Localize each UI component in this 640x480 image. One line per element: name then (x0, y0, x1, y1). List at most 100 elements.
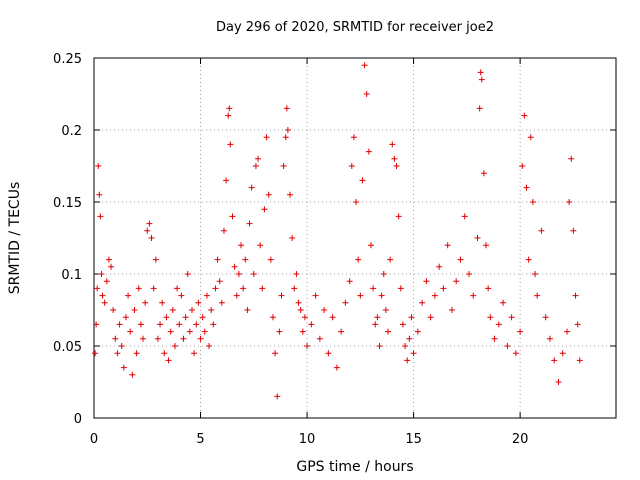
data-point (387, 256, 394, 263)
data-point (159, 299, 166, 306)
data-point (527, 134, 534, 141)
data-point (504, 343, 511, 349)
x-tick-label: 20 (512, 432, 529, 447)
data-point (152, 256, 159, 263)
data-point (538, 227, 545, 234)
data-point (534, 292, 541, 299)
data-point (195, 299, 202, 306)
data-point (206, 343, 213, 349)
data-point (259, 285, 266, 292)
plot-frame (93, 57, 617, 419)
data-point (542, 314, 549, 321)
data-point (257, 242, 264, 249)
data-point (568, 155, 575, 162)
data-point (163, 314, 170, 321)
data-point (342, 299, 349, 306)
data-point (408, 314, 415, 321)
data-point (180, 335, 187, 342)
data-point (99, 292, 106, 299)
data-point (229, 213, 236, 220)
data-point (96, 191, 103, 198)
data-point (171, 343, 178, 349)
data-point (220, 227, 227, 234)
data-point (304, 343, 311, 349)
data-point (393, 163, 400, 169)
data-point (201, 328, 208, 335)
data-point (191, 350, 198, 357)
data-point (474, 235, 481, 241)
data-point (212, 285, 219, 292)
data-point (295, 299, 302, 306)
y-tick-label: 0.1 (61, 268, 82, 283)
data-point (150, 285, 157, 292)
data-point (483, 242, 490, 249)
data-point (297, 307, 304, 313)
data-point (385, 328, 392, 335)
data-point (110, 307, 117, 313)
data-point (444, 242, 451, 249)
data-point (487, 314, 494, 321)
y-tick-label: 0.15 (53, 196, 82, 211)
data-point (555, 379, 562, 385)
x-tick-label: 0 (90, 432, 98, 447)
data-point (361, 62, 368, 69)
data-point (246, 220, 253, 227)
data-point (519, 163, 526, 169)
data-point (495, 321, 502, 328)
data-point (114, 350, 121, 357)
data-point (448, 307, 455, 313)
data-point (355, 256, 362, 263)
data-point (350, 134, 357, 141)
data-point (97, 213, 104, 220)
data-point (223, 177, 230, 184)
data-point (559, 350, 566, 357)
data-point (461, 213, 468, 220)
data-point (427, 314, 434, 321)
data-point (293, 271, 300, 277)
data-point (477, 69, 484, 76)
data-point (242, 256, 249, 263)
data-point (414, 328, 421, 335)
data-point (367, 242, 374, 249)
data-point (278, 292, 285, 299)
data-point (274, 393, 281, 400)
data-point (225, 112, 232, 119)
data-point (431, 292, 438, 299)
data-point (157, 321, 164, 328)
data-point (108, 263, 115, 270)
data-point (378, 292, 385, 299)
data-point (216, 278, 223, 285)
data-point (282, 134, 289, 141)
data-point (267, 256, 274, 263)
data-point (402, 343, 409, 349)
data-point (399, 321, 406, 328)
data-point (189, 307, 196, 313)
data-point (406, 335, 413, 342)
data-point (338, 328, 345, 335)
data-point (218, 299, 225, 306)
y-tick-label: 0.25 (53, 52, 82, 67)
data-point (125, 292, 132, 299)
data-point (129, 371, 136, 378)
data-point (93, 321, 100, 328)
data-point (165, 357, 172, 364)
data-point (376, 343, 383, 349)
data-point (261, 206, 268, 213)
data-point (103, 278, 110, 285)
data-point (233, 292, 240, 299)
data-point (570, 227, 577, 234)
data-point (359, 177, 366, 184)
data-point (178, 292, 185, 299)
data-point (265, 191, 272, 198)
data-point (95, 163, 102, 169)
data-point (122, 314, 129, 321)
y-axis-label: SRMTID / TECUs (7, 182, 23, 295)
data-point (263, 134, 270, 141)
data-point (436, 263, 443, 270)
data-point (283, 105, 290, 112)
data-point (523, 184, 530, 191)
data-point (457, 256, 464, 263)
data-points (92, 62, 583, 400)
data-point (301, 314, 308, 321)
